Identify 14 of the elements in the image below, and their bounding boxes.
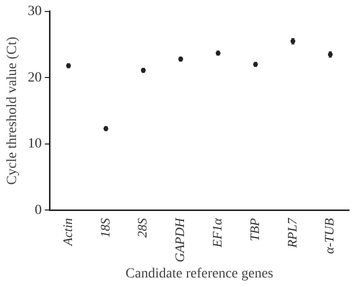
y-axis-title: Cycle threshold value (Ct) — [5, 36, 20, 185]
x-tick-label: 28S — [134, 218, 150, 238]
x-tick-label: RPL7 — [284, 218, 300, 249]
y-tick-label: 20 — [28, 70, 42, 86]
x-tick-label: Actin — [60, 218, 75, 247]
x-axis-title: Candidate reference genes — [126, 266, 274, 282]
x-tick-label: EF1α — [210, 216, 225, 248]
x-tick-label: TBP — [246, 218, 262, 242]
y-tick-label: 0 — [34, 202, 42, 218]
y-tick-label: 10 — [28, 136, 42, 152]
x-tick-label: α-TUB — [322, 218, 337, 254]
x-tick-label: GAPDH — [172, 218, 188, 262]
x-tick-label: 18S — [97, 218, 112, 238]
y-tick-label: 30 — [28, 4, 42, 20]
